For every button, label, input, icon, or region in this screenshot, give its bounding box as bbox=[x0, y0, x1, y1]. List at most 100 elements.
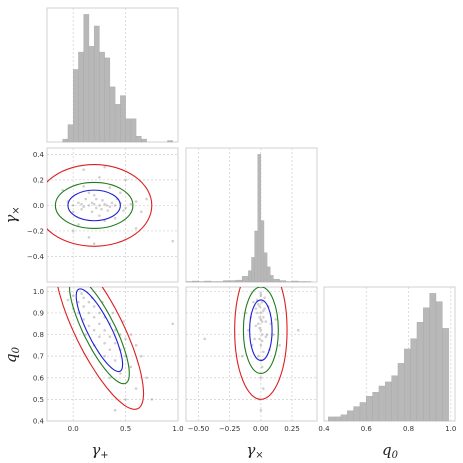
scatter-point bbox=[113, 328, 117, 332]
y-tick-label: 0.5 bbox=[33, 396, 44, 404]
scatter-point bbox=[145, 376, 148, 380]
scatter-point bbox=[122, 209, 125, 212]
scatter-point bbox=[94, 197, 98, 201]
contour-sigma2 bbox=[54, 181, 134, 229]
scatter-point bbox=[260, 339, 264, 343]
histogram-bar bbox=[270, 275, 274, 283]
histogram-bar bbox=[291, 280, 299, 283]
scatter-point bbox=[90, 201, 94, 205]
plot-area bbox=[57, 287, 175, 412]
x-axis-label-gamma-plus: γ+ bbox=[91, 441, 108, 461]
scatter-point bbox=[129, 202, 133, 206]
scatter-point bbox=[122, 320, 125, 323]
scatter-point bbox=[278, 344, 281, 347]
scatter-point bbox=[259, 318, 263, 321]
scatter-point bbox=[82, 205, 85, 209]
histogram-bar bbox=[263, 252, 268, 283]
scatter-point bbox=[145, 197, 148, 201]
scatter-point bbox=[98, 322, 101, 326]
scatter-point bbox=[260, 333, 264, 336]
scatter-point bbox=[259, 294, 263, 297]
scatter-point bbox=[258, 337, 261, 341]
histogram-bar bbox=[62, 138, 69, 143]
scatter-point bbox=[92, 193, 96, 197]
histogram-bar bbox=[260, 220, 265, 283]
scatter-point bbox=[274, 318, 278, 321]
scatter-point bbox=[259, 311, 263, 315]
histogram-bar bbox=[204, 280, 212, 283]
scatter-point bbox=[105, 204, 109, 207]
histogram-bar bbox=[359, 402, 367, 422]
x-tick-label: 0.00 bbox=[253, 425, 269, 433]
scatter-point bbox=[263, 296, 266, 300]
contour-sigma2 bbox=[68, 287, 130, 385]
histogram-bar bbox=[266, 266, 271, 283]
y-tick-label: 0.4 bbox=[33, 151, 45, 159]
x-axis-label-gamma-cross: γ× bbox=[246, 441, 263, 461]
hist-panel-gx bbox=[185, 147, 318, 283]
histogram-bar bbox=[347, 410, 354, 422]
scatter-panel-gp-q0: 1.0 0.9 0.8 0.7 0.6 0.5 0.4 0.0 0.5 1.0 bbox=[33, 286, 184, 433]
scatter-panel-gx-q0-frame bbox=[185, 286, 318, 422]
scatter-point bbox=[98, 311, 101, 315]
histogram-bar bbox=[88, 46, 95, 143]
scatter-point bbox=[111, 311, 115, 315]
scatter-point bbox=[82, 305, 85, 308]
scatter-point bbox=[262, 350, 265, 354]
x-tick-label: 1.0 bbox=[445, 425, 456, 433]
scatter-point bbox=[262, 309, 265, 313]
histogram-bar bbox=[416, 321, 424, 422]
scatter-point bbox=[140, 210, 143, 214]
scatter-point bbox=[82, 318, 85, 321]
histogram-bar bbox=[229, 280, 237, 283]
scatter-point bbox=[259, 328, 263, 332]
scatter-point bbox=[80, 202, 83, 206]
scatter-point bbox=[103, 202, 106, 206]
scatter-point bbox=[257, 322, 260, 326]
x-tick-label: 0.8 bbox=[403, 425, 414, 433]
histogram-bar bbox=[135, 135, 142, 143]
y-axis-label-q0: q0 bbox=[2, 346, 22, 363]
scatter-point bbox=[101, 199, 104, 202]
scatter-point bbox=[272, 333, 275, 336]
scatter-point bbox=[255, 311, 259, 315]
scatter-point bbox=[113, 359, 117, 362]
y-axis-label-gamma-cross: γ× bbox=[2, 206, 22, 223]
scatter-point bbox=[106, 209, 110, 212]
contour-sigma3 bbox=[57, 287, 145, 410]
histogram-bar bbox=[404, 348, 411, 422]
histogram-bar bbox=[235, 279, 243, 283]
scatter-point bbox=[71, 229, 75, 233]
contour-sigma2 bbox=[242, 287, 279, 374]
scatter-point bbox=[80, 207, 83, 211]
scatter-point bbox=[259, 344, 263, 347]
scatter-point bbox=[119, 333, 122, 336]
histogram-bar bbox=[442, 328, 449, 422]
x-tick-label: −0.50 bbox=[188, 425, 209, 433]
histogram-bar bbox=[192, 280, 199, 283]
y-tick-label: −0.2 bbox=[27, 227, 44, 235]
scatter-point bbox=[254, 307, 258, 310]
y-tick-label: 0.0 bbox=[33, 202, 44, 210]
scatter-point bbox=[124, 206, 127, 210]
scatter-point bbox=[113, 341, 117, 345]
histogram-bar bbox=[378, 385, 386, 422]
scatter-point bbox=[98, 335, 101, 339]
scatter-point bbox=[171, 239, 175, 243]
scatter-point bbox=[108, 186, 112, 189]
scatter-point bbox=[253, 337, 256, 341]
scatter-point bbox=[71, 204, 75, 207]
scatter-point bbox=[257, 354, 260, 358]
histogram-bar bbox=[167, 140, 173, 143]
histogram-bar bbox=[248, 270, 252, 283]
histogram-bar bbox=[99, 51, 105, 143]
scatter-point bbox=[82, 296, 85, 300]
histogram-bar bbox=[340, 414, 348, 422]
scatter-point bbox=[171, 322, 175, 326]
scatter-point bbox=[258, 326, 261, 330]
x-tick-label: 0.6 bbox=[361, 425, 373, 433]
scatter-point bbox=[82, 168, 85, 171]
hist-panel-q0: 0.4 0.6 0.8 1.0 bbox=[318, 286, 456, 433]
histogram-bar bbox=[114, 104, 121, 143]
scatter-point bbox=[84, 197, 88, 201]
